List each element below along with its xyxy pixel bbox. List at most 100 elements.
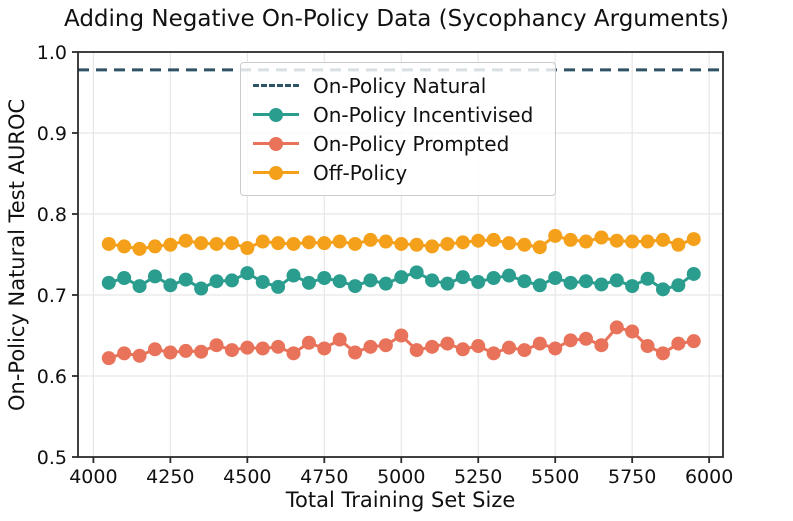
x-tick-label: 4250 bbox=[146, 466, 194, 488]
series-marker bbox=[163, 237, 178, 252]
y-tick-label: 0.6 bbox=[37, 366, 67, 388]
series-marker bbox=[517, 274, 532, 289]
series-marker bbox=[440, 276, 455, 291]
series-marker bbox=[655, 282, 670, 297]
series-marker bbox=[532, 240, 547, 255]
series-marker bbox=[101, 275, 116, 290]
legend-label: On-Policy Natural bbox=[313, 73, 487, 98]
legend-item-on-policy-prompted: On-Policy Prompted bbox=[253, 130, 543, 158]
series-marker bbox=[578, 274, 593, 289]
legend-label: On-Policy Prompted bbox=[313, 131, 510, 156]
series-marker bbox=[563, 333, 578, 348]
series-marker bbox=[563, 275, 578, 290]
series-marker bbox=[625, 279, 640, 294]
series-marker bbox=[578, 331, 593, 346]
series-marker bbox=[363, 339, 378, 354]
line-dot-swatch-icon bbox=[253, 136, 299, 152]
series-marker bbox=[686, 334, 701, 349]
x-tick-label: 4750 bbox=[300, 466, 348, 488]
series-marker bbox=[640, 234, 655, 249]
series-marker bbox=[348, 236, 363, 251]
series-marker bbox=[178, 272, 193, 287]
series-marker bbox=[363, 232, 378, 247]
y-tick-label: 0.8 bbox=[37, 204, 67, 226]
series-marker bbox=[286, 268, 301, 283]
series-marker bbox=[255, 275, 270, 290]
series-marker bbox=[332, 274, 347, 289]
series-marker bbox=[486, 346, 501, 361]
x-tick-label: 5000 bbox=[377, 466, 425, 488]
series-marker bbox=[348, 345, 363, 360]
legend-item-off-policy: Off-Policy bbox=[253, 159, 543, 187]
y-axis-label: On-Policy Natural Test AUROC bbox=[5, 98, 29, 411]
series-marker bbox=[224, 236, 239, 251]
series-marker bbox=[317, 341, 332, 356]
x-tick-label: 4500 bbox=[223, 466, 271, 488]
series-marker bbox=[117, 270, 132, 285]
y-tick-label: 0.5 bbox=[37, 447, 67, 469]
series-marker bbox=[671, 278, 686, 293]
x-tick-label: 5250 bbox=[454, 466, 502, 488]
series-marker bbox=[101, 351, 116, 366]
series-marker bbox=[486, 270, 501, 285]
series-marker bbox=[548, 228, 563, 243]
series-marker bbox=[502, 268, 517, 283]
series-marker bbox=[132, 279, 147, 294]
series-marker bbox=[502, 236, 517, 251]
series-marker bbox=[655, 232, 670, 247]
series-marker bbox=[132, 348, 147, 363]
series-marker bbox=[425, 339, 440, 354]
series-marker bbox=[317, 270, 332, 285]
series-marker bbox=[502, 340, 517, 355]
series-marker bbox=[409, 343, 424, 358]
series-marker bbox=[455, 235, 470, 250]
y-tick-label: 0.9 bbox=[37, 123, 67, 145]
series-marker bbox=[286, 236, 301, 251]
series-marker bbox=[471, 233, 486, 248]
legend: On-Policy Natural On-Policy Incentivised… bbox=[240, 62, 556, 196]
series-marker bbox=[486, 232, 501, 247]
series-marker bbox=[548, 341, 563, 356]
series-marker bbox=[425, 273, 440, 288]
series-marker bbox=[532, 278, 547, 293]
series-marker bbox=[286, 346, 301, 361]
series-marker bbox=[117, 239, 132, 254]
legend-label: Off-Policy bbox=[313, 160, 408, 185]
series-marker bbox=[409, 237, 424, 252]
series-marker bbox=[194, 236, 209, 251]
series-marker bbox=[625, 234, 640, 249]
series-marker bbox=[363, 273, 378, 288]
series-marker bbox=[209, 338, 224, 353]
series-marker bbox=[394, 270, 409, 285]
series-marker bbox=[271, 339, 286, 354]
series-marker bbox=[224, 343, 239, 358]
series-marker bbox=[440, 236, 455, 251]
y-tick-label: 1.0 bbox=[37, 42, 67, 64]
series-marker bbox=[271, 236, 286, 251]
series-marker bbox=[425, 239, 440, 254]
series-marker bbox=[471, 275, 486, 290]
legend-label: On-Policy Incentivised bbox=[313, 102, 534, 127]
series-marker bbox=[394, 328, 409, 343]
series-marker bbox=[686, 232, 701, 247]
y-tick-label: 0.7 bbox=[37, 285, 67, 307]
series-marker bbox=[132, 241, 147, 256]
series-marker bbox=[301, 335, 316, 350]
x-tick-label: 5750 bbox=[608, 466, 656, 488]
series-marker bbox=[378, 276, 393, 291]
series-marker bbox=[517, 237, 532, 252]
series-marker bbox=[594, 230, 609, 245]
series-marker bbox=[147, 239, 162, 254]
series-marker bbox=[301, 235, 316, 250]
series-marker bbox=[625, 324, 640, 339]
series-marker bbox=[655, 346, 670, 361]
series-marker bbox=[163, 278, 178, 293]
series-marker bbox=[517, 343, 532, 358]
series-marker bbox=[332, 234, 347, 249]
series-marker bbox=[671, 336, 686, 351]
series-marker bbox=[209, 274, 224, 289]
series-marker bbox=[455, 342, 470, 357]
series-marker bbox=[671, 237, 686, 252]
series-marker bbox=[332, 332, 347, 347]
